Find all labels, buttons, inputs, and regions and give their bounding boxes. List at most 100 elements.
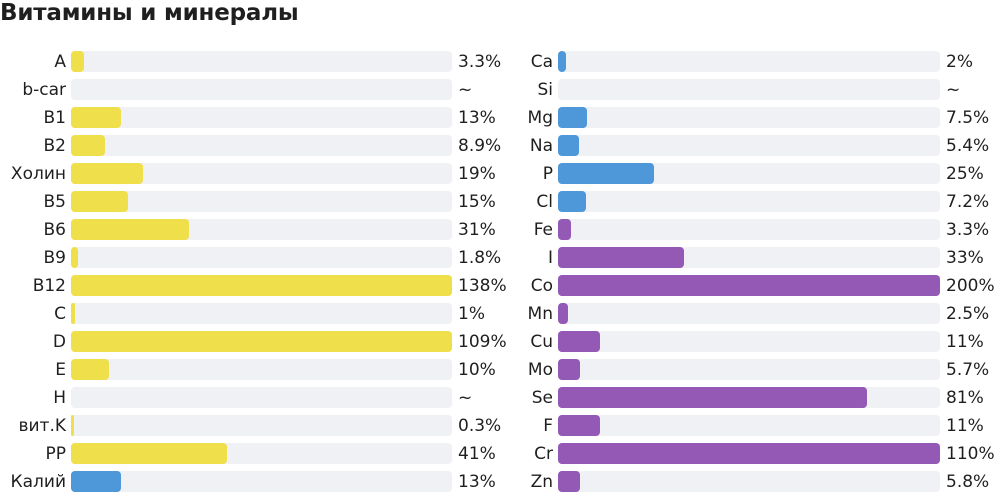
value-label: 200%: [946, 276, 995, 296]
category-label: Cu: [530, 332, 553, 352]
category-label: Fe: [533, 220, 553, 240]
bar-row: Co 200%: [510, 272, 1000, 300]
bar-track: [558, 163, 940, 184]
value-label: 31%: [458, 220, 496, 240]
bar: [71, 443, 228, 464]
bar-track: [558, 471, 940, 492]
category-label: Na: [529, 136, 553, 156]
category-label: B9: [43, 248, 66, 268]
bar-track: [71, 247, 452, 268]
category-label: Mg: [527, 108, 553, 128]
category-label: B1: [43, 108, 66, 128]
category-label: Zn: [530, 472, 553, 492]
category-label: I: [547, 248, 553, 268]
bar-track: [71, 219, 452, 240]
chart-title: Витамины и минералы: [0, 0, 299, 26]
value-label: 10%: [458, 360, 496, 380]
bar-track: [71, 275, 452, 296]
value-label: 5.7%: [946, 360, 990, 380]
bar-track: [558, 107, 940, 128]
bar: [558, 387, 868, 408]
bar: [71, 331, 452, 352]
value-label: 7.5%: [946, 108, 990, 128]
bar-track: [71, 443, 452, 464]
bar: [71, 359, 110, 380]
bar: [71, 107, 121, 128]
bar-track: [558, 51, 940, 72]
value-label: 25%: [946, 164, 984, 184]
bar-row: E 10%: [0, 356, 510, 384]
category-label: D: [52, 332, 66, 352]
value-label: 1.8%: [458, 248, 502, 268]
bar-track: [71, 387, 452, 408]
bar-row: Fe 3.3%: [510, 216, 1000, 244]
bar: [558, 163, 654, 184]
value-label: 5.4%: [946, 136, 990, 156]
bar-track: [558, 443, 940, 464]
bar: [558, 135, 579, 156]
value-label: 15%: [458, 192, 496, 212]
category-label: B6: [43, 220, 66, 240]
value-label: ~: [458, 388, 473, 408]
value-label: 13%: [458, 472, 496, 492]
value-label: 3.3%: [946, 220, 990, 240]
bar-track: [558, 219, 940, 240]
bar-row: Mo 5.7%: [510, 356, 1000, 384]
value-label: 8.9%: [458, 136, 502, 156]
bar: [71, 303, 75, 324]
bar: [71, 275, 452, 296]
bar-track: [558, 387, 940, 408]
bar-row: F 11%: [510, 412, 1000, 440]
value-label: 2.5%: [946, 304, 990, 324]
bar: [71, 415, 74, 436]
bar: [558, 107, 587, 128]
bar-row: B1 13%: [0, 104, 510, 132]
bar: [558, 191, 586, 212]
value-label: ~: [946, 80, 961, 100]
bar-row: Ca 2%: [510, 48, 1000, 76]
category-label: вит.K: [18, 416, 66, 436]
category-label: Co: [530, 276, 553, 296]
value-label: 138%: [458, 276, 507, 296]
bar-track: [558, 275, 940, 296]
bar: [558, 303, 568, 324]
value-label: 110%: [946, 444, 995, 464]
bar-row: Калий 13%: [0, 468, 510, 496]
category-label: B5: [43, 192, 66, 212]
category-label: E: [55, 360, 66, 380]
bar-track: [71, 359, 452, 380]
bar-row: Zn 5.8%: [510, 468, 1000, 496]
bar: [558, 331, 601, 352]
category-label: Se: [531, 388, 553, 408]
category-label: Mo: [527, 360, 553, 380]
bar-track: [71, 135, 452, 156]
bar-row: P 25%: [510, 160, 1000, 188]
bar-track: [71, 163, 452, 184]
category-label: Калий: [10, 472, 66, 492]
bar-row: Холин 19%: [0, 160, 510, 188]
bar-row: Mg 7.5%: [510, 104, 1000, 132]
bar-track: [71, 51, 452, 72]
bar-track: [71, 79, 452, 100]
bar-row: b-car ~: [0, 76, 510, 104]
bar: [71, 219, 190, 240]
bar-row: I 33%: [510, 244, 1000, 272]
category-label: C: [54, 304, 66, 324]
bar-track: [558, 331, 940, 352]
value-label: 109%: [458, 332, 507, 352]
value-label: 7.2%: [946, 192, 990, 212]
category-label: PP: [45, 444, 66, 464]
bar-row: B9 1.8%: [0, 244, 510, 272]
bar-row: PP 41%: [0, 440, 510, 468]
bar-row: D 109%: [0, 328, 510, 356]
bar-row: Cr 110%: [510, 440, 1000, 468]
bar: [558, 247, 685, 268]
value-label: 13%: [458, 108, 496, 128]
bar-track: [71, 191, 452, 212]
value-label: 2%: [946, 52, 973, 72]
bar-track: [71, 303, 452, 324]
category-label: Mn: [527, 304, 553, 324]
bar-track: [71, 415, 452, 436]
bar: [71, 471, 121, 492]
bar: [558, 275, 940, 296]
